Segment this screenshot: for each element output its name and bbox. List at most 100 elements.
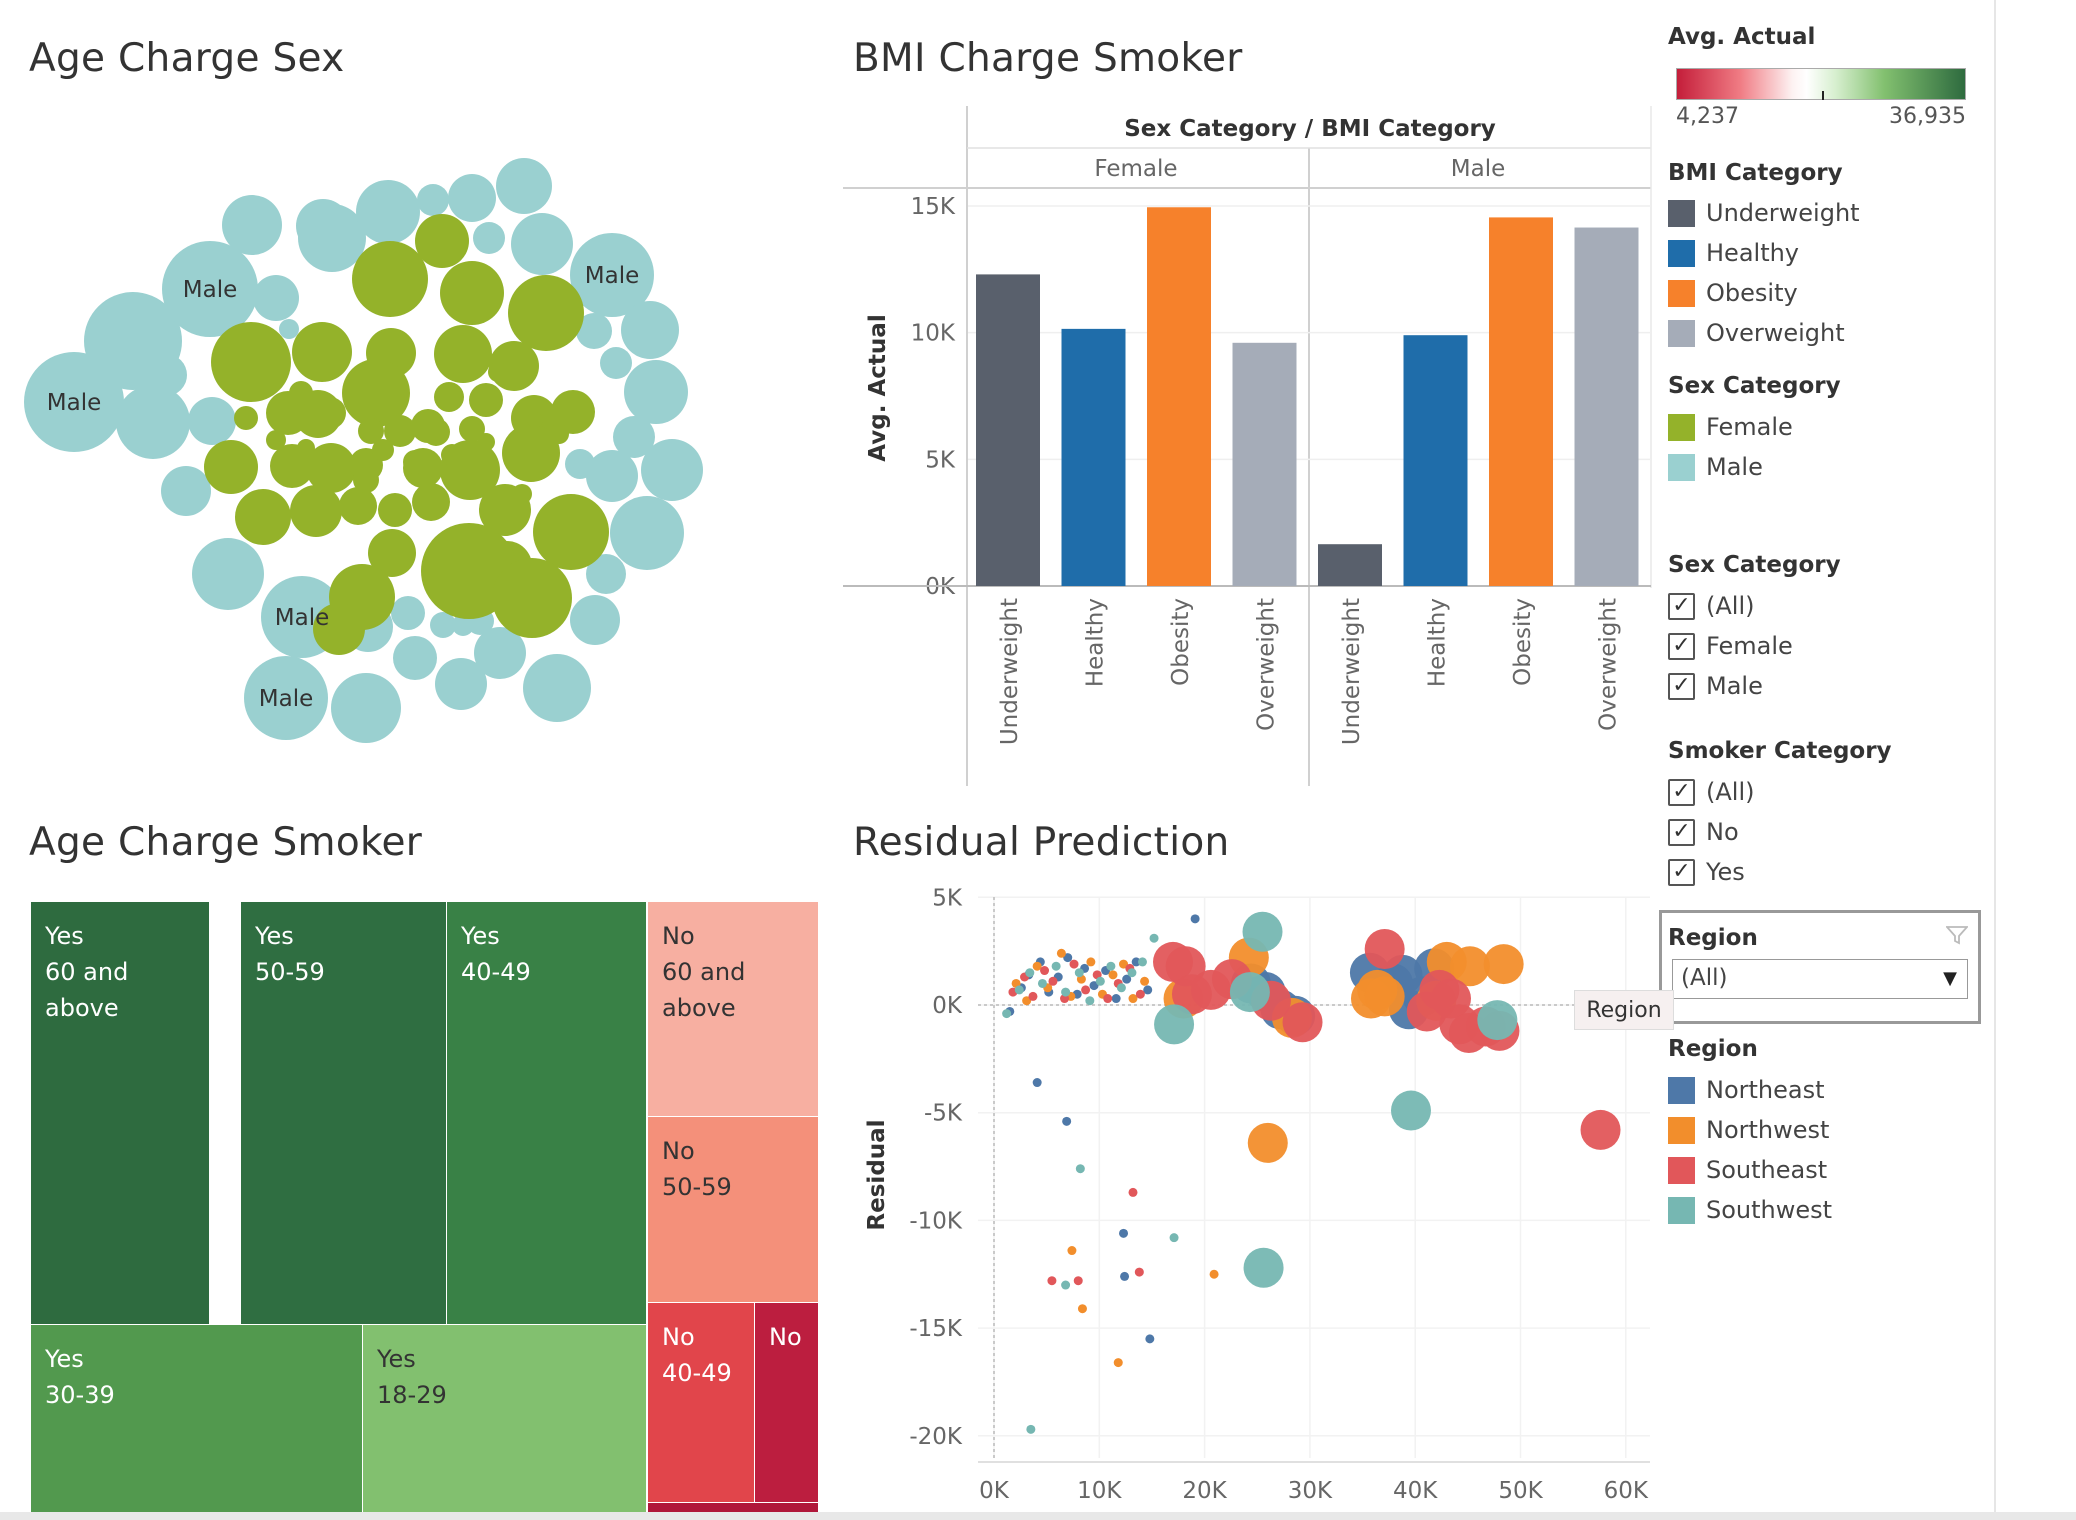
bubble-male[interactable] <box>511 213 573 275</box>
scatter-point-northwest[interactable] <box>1108 970 1118 980</box>
treemap-cell[interactable]: Yes 40-49 <box>447 902 646 1324</box>
bubble-chart[interactable]: Male Male Male Male Male <box>0 140 730 750</box>
scatter-point-southeast[interactable] <box>1364 928 1405 969</box>
scatter-point-southwest[interactable] <box>1127 968 1137 978</box>
bubble-male[interactable] <box>244 656 328 740</box>
scatter-point-southwest[interactable] <box>1051 961 1061 971</box>
treemap-cell[interactable]: No <box>755 1303 818 1502</box>
bubble-male[interactable] <box>523 654 591 722</box>
scatter-point-northeast[interactable] <box>1122 974 1132 984</box>
bubble-male[interactable] <box>448 174 496 222</box>
bubble-female[interactable] <box>533 494 609 570</box>
scatter-point-southwest[interactable] <box>1169 1233 1179 1243</box>
bubble-female[interactable] <box>342 359 410 427</box>
bubble-male[interactable] <box>417 184 449 216</box>
bubble-female[interactable] <box>502 424 560 482</box>
legend-item-southwest[interactable]: Southwest <box>1668 1195 1832 1225</box>
scatter-point-southwest[interactable] <box>1149 933 1159 943</box>
scatter-point-northeast[interactable] <box>1131 957 1141 967</box>
scatter-point-northeast[interactable] <box>1032 1078 1042 1088</box>
scatter-point-southwest[interactable] <box>1061 1280 1071 1290</box>
scatter-point-northwest[interactable] <box>1119 959 1129 969</box>
scatter-point-northwest[interactable] <box>1022 996 1032 1006</box>
scatter-point-southeast[interactable] <box>1040 966 1050 976</box>
scatter-point-southwest[interactable] <box>1243 1247 1284 1288</box>
scatter-point-northwest[interactable] <box>1032 961 1042 971</box>
bubble-male[interactable] <box>474 627 526 679</box>
checkbox-checked-icon[interactable]: ✓ <box>1668 632 1695 660</box>
legend-item-northwest[interactable]: Northwest <box>1668 1115 1829 1145</box>
scatter-point-southeast[interactable] <box>1073 1276 1083 1286</box>
scatter-point-southeast[interactable] <box>1048 976 1058 986</box>
scatter-point-northwest[interactable] <box>1483 944 1524 985</box>
treemap-cell[interactable]: No 40-49 <box>648 1303 754 1502</box>
bubble-female[interactable] <box>378 493 412 527</box>
bubble-male[interactable] <box>253 275 299 321</box>
bubble-male[interactable] <box>24 352 124 452</box>
treemap-cell[interactable]: No 60 and above <box>648 902 818 1116</box>
bar-male-overweight[interactable] <box>1574 227 1639 587</box>
bubble-female[interactable] <box>422 418 450 446</box>
bubble-female[interactable] <box>358 418 384 444</box>
scatter-point-southwest[interactable] <box>1095 976 1105 986</box>
bubble-female[interactable] <box>508 275 584 351</box>
legend-item-obesity[interactable]: Obesity <box>1668 278 1798 308</box>
bubble-female[interactable] <box>492 558 572 638</box>
scatter-point-northeast[interactable] <box>1120 1271 1130 1281</box>
scatter-point-northwest[interactable] <box>1113 1358 1123 1368</box>
bubble-male[interactable] <box>145 354 187 396</box>
scatter-point-southwest[interactable] <box>1037 978 1047 988</box>
checkbox-checked-icon[interactable]: ✓ <box>1668 818 1695 846</box>
scatter-point-southwest[interactable] <box>1106 961 1116 971</box>
bubble-female[interactable] <box>306 443 356 493</box>
bubble-male[interactable] <box>192 538 264 610</box>
scatter-point-southeast[interactable] <box>1069 959 1079 969</box>
scatter-point-southwest[interactable] <box>1014 985 1024 995</box>
scatter-point-northeast[interactable] <box>1089 981 1099 991</box>
smoker-filter-yes[interactable]: ✓ Yes <box>1668 857 1745 887</box>
bubble-female[interactable] <box>551 390 595 434</box>
scatter-point-northeast[interactable] <box>1063 953 1073 963</box>
scatter-point-northwest[interactable] <box>1056 948 1066 958</box>
treemap-cell[interactable]: No 50-59 <box>648 1117 818 1302</box>
legend-item-overweight[interactable]: Overweight <box>1668 318 1845 348</box>
scatter-point-southwest[interactable] <box>1477 1000 1518 1041</box>
bubble-male[interactable] <box>116 385 190 459</box>
dropdown-arrow-icon[interactable]: ▼ <box>1943 968 1957 989</box>
treemap-cell[interactable]: Yes 50-59 <box>241 902 446 1324</box>
treemap-cell[interactable]: Yes 60 and above <box>31 902 209 1324</box>
sex-filter-all[interactable]: ✓ (All) <box>1668 591 1754 621</box>
bubble-male[interactable] <box>586 554 626 594</box>
bubble-male[interactable] <box>624 360 688 424</box>
bubble-female[interactable] <box>434 325 492 383</box>
bubble-female[interactable] <box>268 367 286 385</box>
legend-item-northeast[interactable]: Northeast <box>1668 1075 1825 1105</box>
bubble-male[interactable] <box>188 397 236 445</box>
bubble-female[interactable] <box>403 450 427 474</box>
bubble-female[interactable] <box>234 406 258 430</box>
checkbox-checked-icon[interactable]: ✓ <box>1668 858 1695 886</box>
bubble-female[interactable] <box>469 383 503 417</box>
scatter-point-southeast[interactable] <box>1580 1109 1621 1150</box>
bubble-female[interactable] <box>314 397 346 429</box>
bubble-female[interactable] <box>434 382 464 412</box>
bubble-female[interactable] <box>339 487 377 525</box>
bubble-male[interactable] <box>298 204 366 272</box>
bubble-female[interactable] <box>290 485 342 537</box>
bar-female-underweight[interactable] <box>976 274 1040 586</box>
bubble-male[interactable] <box>435 658 487 710</box>
scatter-point-southwest[interactable] <box>1061 987 1071 997</box>
bubble-male[interactable] <box>613 416 655 458</box>
bubble-female[interactable] <box>297 439 315 457</box>
bubble-male[interactable] <box>222 195 282 255</box>
sex-filter-female[interactable]: ✓ Female <box>1668 631 1793 661</box>
bubble-female[interactable] <box>549 424 569 444</box>
legend-item-healthy[interactable]: Healthy <box>1668 238 1799 268</box>
bubble-male[interactable] <box>641 439 703 501</box>
bubble-male[interactable] <box>393 636 437 680</box>
bubble-male[interactable] <box>610 496 684 570</box>
scatter-point-southeast[interactable] <box>1047 1276 1057 1286</box>
bubble-female[interactable] <box>441 444 463 466</box>
bubble-female[interactable] <box>412 483 450 521</box>
bubble-male[interactable] <box>162 241 258 337</box>
